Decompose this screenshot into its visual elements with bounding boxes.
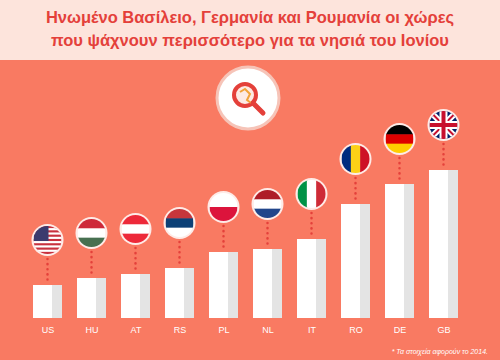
svg-text:DE: DE	[394, 325, 407, 335]
html-text:* Τα στοιχεία αφορούν το 2014.: * Τα στοιχεία αφορούν το 2014.	[391, 348, 488, 355]
svg-text:AT: AT	[131, 325, 142, 335]
svg-text:GB: GB	[437, 325, 450, 335]
svg-text:RS: RS	[174, 325, 187, 335]
svg-text:PL: PL	[218, 325, 229, 335]
svg-text:IT: IT	[308, 325, 317, 335]
svg-text:HU: HU	[86, 325, 99, 335]
svg-text:US: US	[42, 325, 55, 335]
html-text:Ηνωμένο Βασίλειο, Γερμανία και: Ηνωμένο Βασίλειο, Γερμανία και Ρουμανία …	[45, 8, 455, 49]
svg-text:RO: RO	[349, 325, 363, 335]
svg-text:NL: NL	[262, 325, 274, 335]
